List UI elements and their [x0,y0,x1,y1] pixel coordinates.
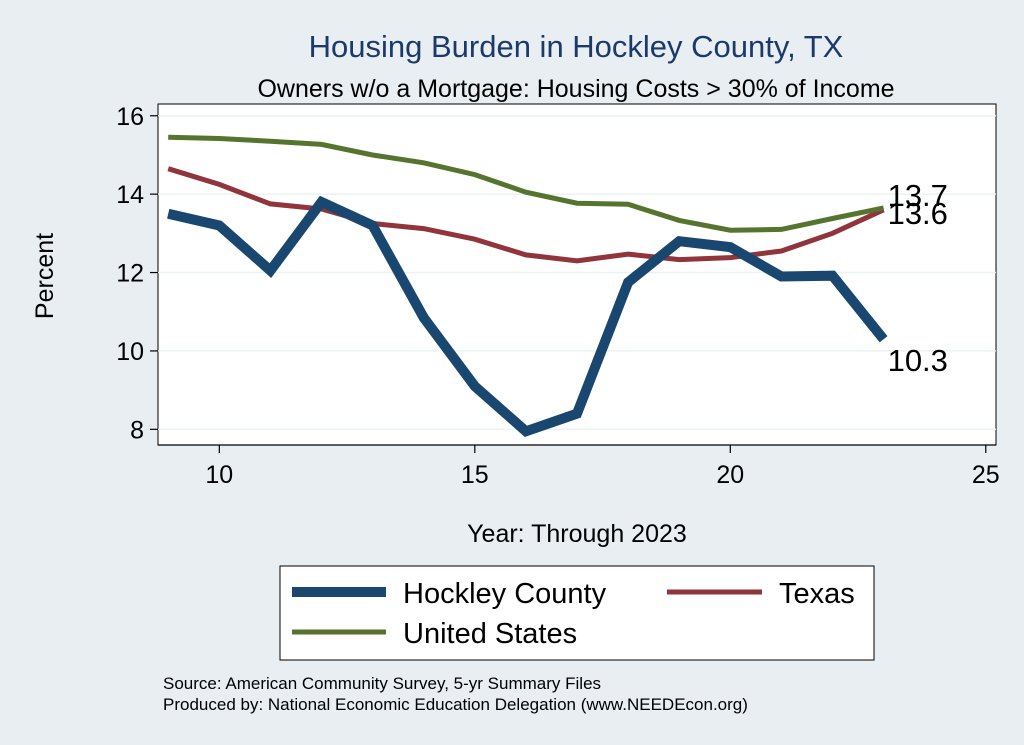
legend-label-hockley-county: Hockley County [403,578,607,610]
y-tick-label: 12 [116,260,144,288]
series-lines [167,134,888,437]
x-axis: 10 15 20 25 [158,444,1000,489]
source-line: Source: American Community Survey, 5-yr … [163,674,601,693]
gridlines [158,115,996,431]
end-label-united-states: 13.7 [888,178,948,213]
legend: Hockley County Texas United States [279,565,875,661]
plot-area [157,103,997,446]
legend-box [279,565,875,661]
y-tick-label: 14 [116,181,144,209]
y-tick-label: 8 [130,416,144,444]
series-line-texas [167,166,885,264]
chart-subtitle: Owners w/o a Mortgage: Housing Costs > 3… [257,75,894,103]
legend-label-texas: Texas [779,578,855,610]
x-tick-label: 20 [716,461,744,489]
y-axis-label: Percent [31,233,59,319]
produced-by-line: Produced by: National Economic Education… [163,695,748,714]
end-labels: 10.3 13.613.7 [888,178,948,378]
end-label-hockley-county: 10.3 [888,343,948,378]
x-axis-label: Year: Through 2023 [467,520,687,548]
x-tick-label: 25 [972,461,1000,489]
chart-title: Housing Burden in Hockley County, TX [309,29,844,64]
series-line-united-states [168,134,885,233]
end-label-texas: 13.6 [888,196,948,231]
y-tick-label: 10 [116,338,144,366]
x-tick-label: 10 [205,461,233,489]
legend-label-united-states: United States [403,618,577,650]
y-axis: 8 10 12 14 16 [116,103,158,444]
series-line-hockley-county [167,195,888,437]
y-tick-label: 16 [116,103,144,131]
x-tick-label: 15 [461,461,489,489]
